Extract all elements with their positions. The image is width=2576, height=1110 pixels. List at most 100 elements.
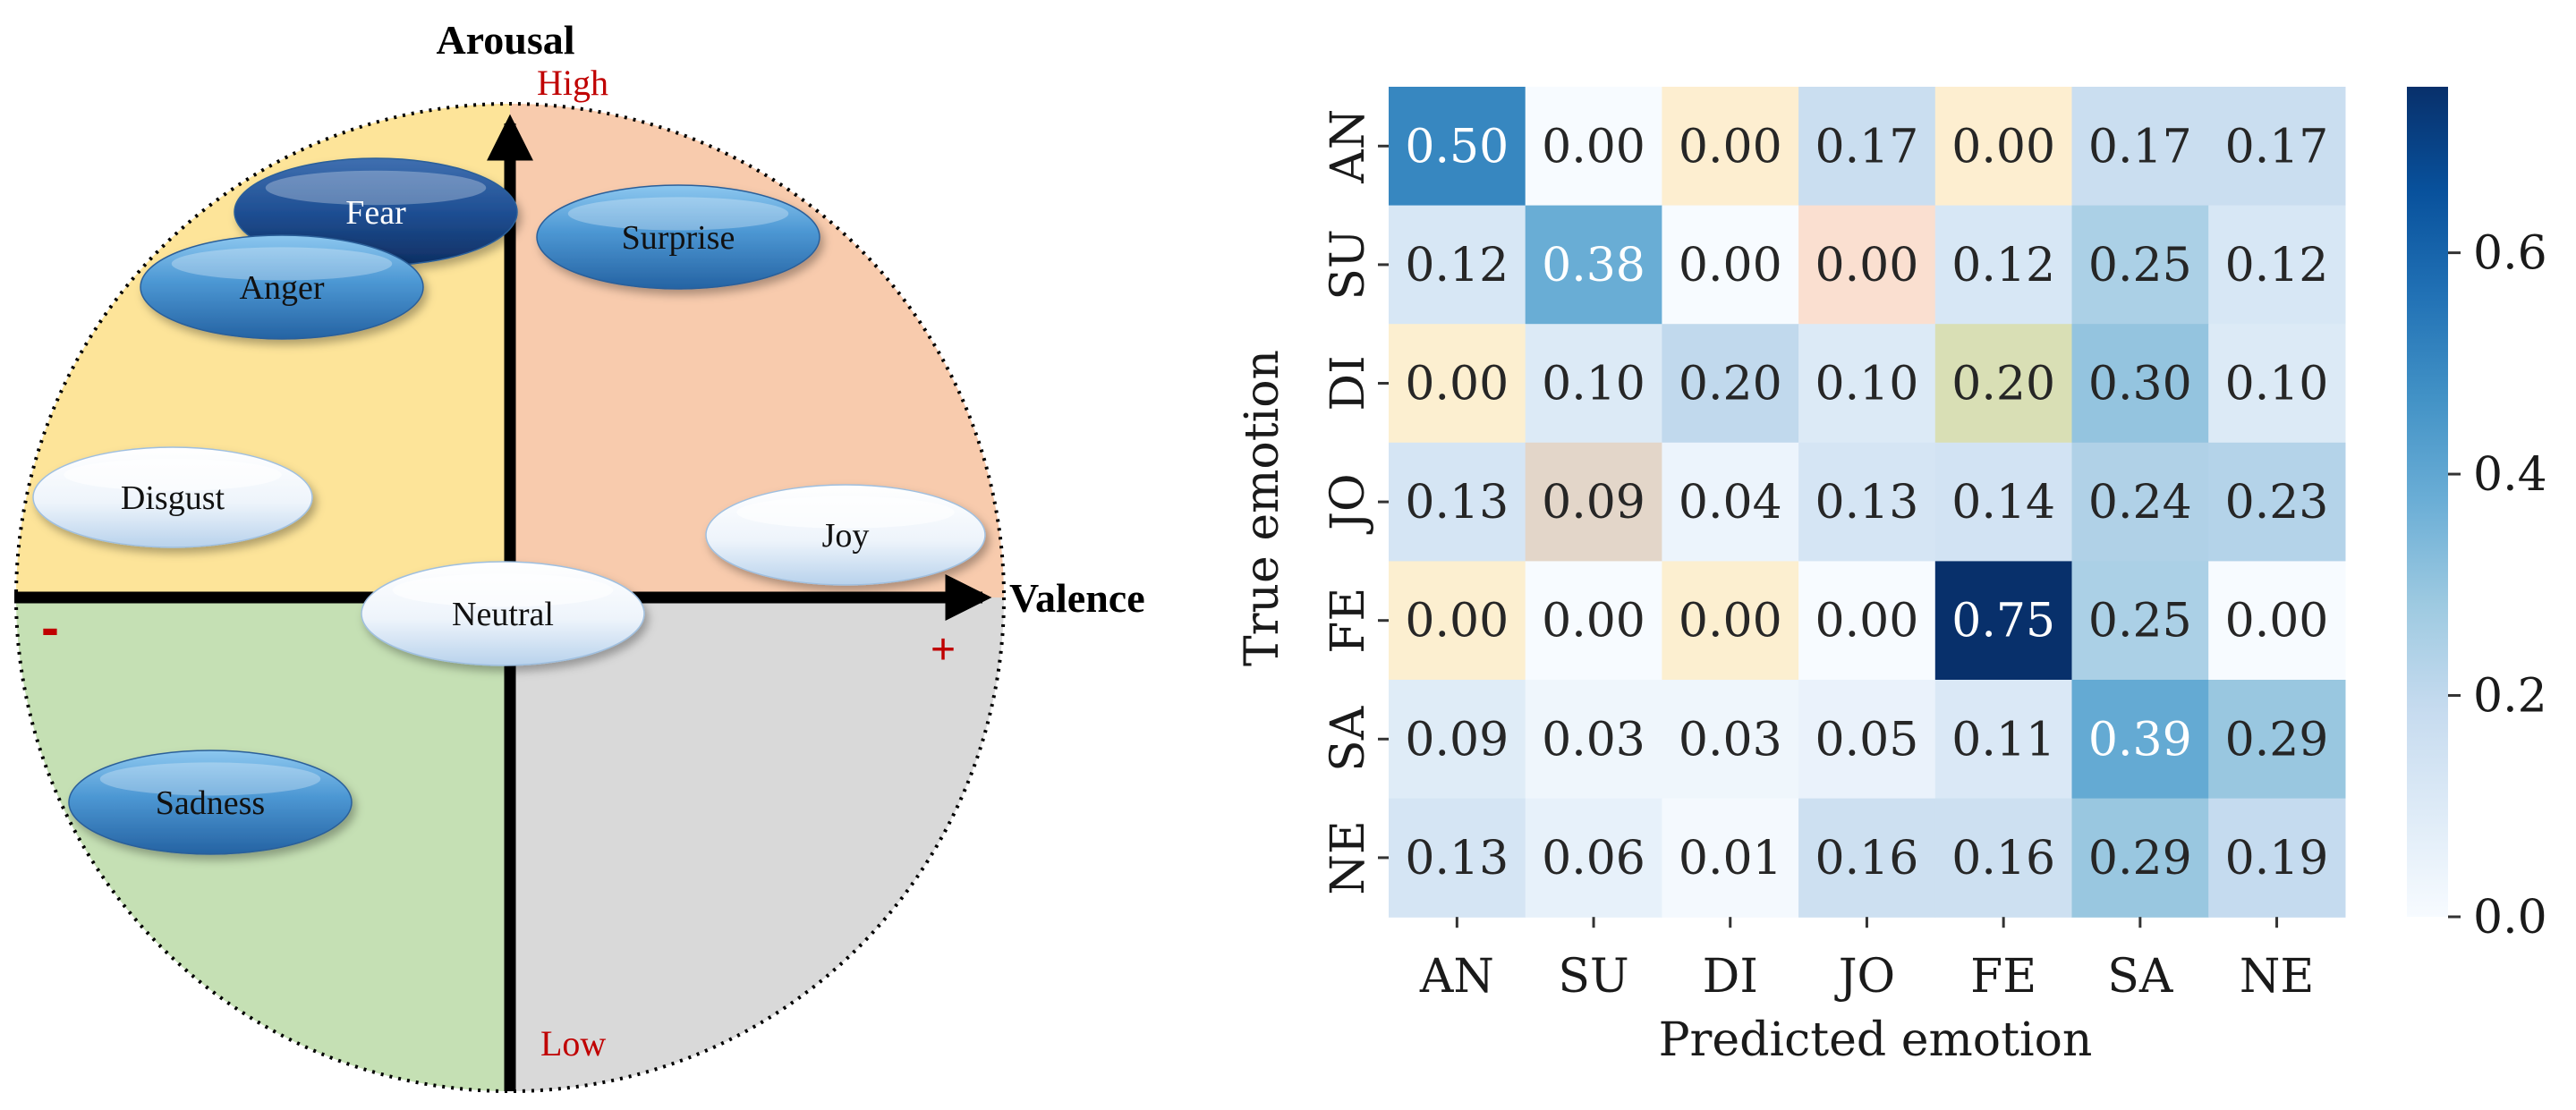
x-tick-label-fe: FE bbox=[1970, 950, 2036, 1004]
cell-value-di-fe: 0.20 bbox=[1951, 358, 2055, 411]
heatmap-cell-an-di bbox=[1662, 87, 1799, 207]
y-tick-label-jo: JO bbox=[1322, 473, 1375, 534]
cell-value-su-jo: 0.00 bbox=[1815, 239, 1919, 292]
cell-value-fe-an: 0.00 bbox=[1405, 595, 1509, 648]
cell-value-su-ne: 0.12 bbox=[2225, 239, 2329, 292]
y-tick-label-fe: FE bbox=[1322, 588, 1375, 654]
heatmap-cell-su-ne bbox=[2208, 205, 2346, 325]
heatmap-cell-fe-jo bbox=[1798, 561, 1936, 681]
x-tick-label-jo: JO bbox=[1834, 950, 1895, 1004]
emotion-neutral: Neutral bbox=[361, 561, 645, 666]
cell-value-di-jo: 0.10 bbox=[1815, 358, 1919, 411]
heatmap-cell-sa-di bbox=[1662, 680, 1799, 800]
emotion-disgust: Disgust bbox=[32, 446, 313, 548]
cell-value-fe-ne: 0.00 bbox=[2225, 595, 2329, 648]
heatmap-cell-fe-fe bbox=[1934, 561, 2073, 681]
emotion-anger-ellipse bbox=[140, 234, 424, 340]
cell-value-su-su: 0.38 bbox=[1542, 239, 1645, 292]
heatmap-cell-di-ne bbox=[2208, 324, 2346, 444]
emotion-fear-label: Fear bbox=[345, 194, 406, 232]
cell-value-ne-di: 0.01 bbox=[1679, 832, 1782, 885]
x-tick-label-su: SU bbox=[1558, 950, 1628, 1004]
heatmap-cell-jo-sa bbox=[2071, 442, 2209, 562]
heatmap-cell-sa-fe bbox=[1934, 680, 2073, 800]
cell-value-fe-sa: 0.25 bbox=[2088, 595, 2192, 648]
cell-value-sa-jo: 0.05 bbox=[1815, 713, 1919, 767]
heatmap-cell-fe-di bbox=[1662, 561, 1799, 681]
x-axis-title: Predicted emotion bbox=[1659, 1013, 2093, 1067]
heatmap-cell-ne-jo bbox=[1798, 798, 1936, 918]
cell-value-fe-di: 0.00 bbox=[1679, 595, 1782, 648]
cell-value-an-ne: 0.17 bbox=[2225, 120, 2329, 174]
y-tick-label-an: AN bbox=[1322, 109, 1375, 184]
cell-value-di-ne: 0.10 bbox=[2225, 358, 2329, 411]
heatmap-cell-ne-fe bbox=[1934, 798, 2073, 918]
y-tick-label-su: SU bbox=[1322, 229, 1375, 300]
heatmap-cell-jo-fe bbox=[1934, 442, 2073, 562]
heatmap-cell-fe-sa bbox=[2071, 561, 2209, 681]
heatmap-cell-an-sa bbox=[2071, 87, 2209, 207]
emotion-surprise-ellipse bbox=[536, 184, 820, 290]
cell-value-sa-ne: 0.29 bbox=[2225, 713, 2329, 767]
high-label: High bbox=[537, 63, 608, 103]
positive-sign: + bbox=[931, 626, 956, 674]
heatmap-cell-jo-di bbox=[1662, 442, 1799, 562]
heatmap-cell-an-fe bbox=[1934, 87, 2073, 207]
heatmap-cell-su-an bbox=[1389, 205, 1526, 325]
heatmap-cell-fe-su bbox=[1525, 561, 1662, 681]
cell-value-sa-su: 0.03 bbox=[1542, 713, 1645, 767]
emotion-neutral-highlight bbox=[392, 573, 614, 607]
heatmap-cell-fe-an bbox=[1389, 561, 1526, 681]
emotion-joy-highlight bbox=[736, 496, 955, 529]
emotion-anger-highlight bbox=[171, 247, 393, 281]
cell-value-sa-sa: 0.39 bbox=[2088, 713, 2192, 767]
cell-value-fe-jo: 0.00 bbox=[1815, 595, 1919, 648]
heatmap-cell-ne-su bbox=[1525, 798, 1662, 918]
emotion-anger-label: Anger bbox=[240, 269, 325, 307]
cell-value-an-an: 0.50 bbox=[1405, 120, 1509, 174]
heatmap-cell-di-an bbox=[1389, 324, 1526, 444]
x-tick-label-sa: SA bbox=[2107, 950, 2174, 1004]
cell-value-di-su: 0.10 bbox=[1542, 358, 1645, 411]
heatmap-cell-di-fe bbox=[1934, 324, 2073, 444]
emotion-surprise-highlight bbox=[567, 197, 789, 231]
cell-value-ne-su: 0.06 bbox=[1542, 832, 1645, 885]
cell-value-ne-fe: 0.16 bbox=[1951, 832, 2055, 885]
heatmap-cell-an-an bbox=[1389, 87, 1526, 207]
cell-value-an-jo: 0.17 bbox=[1815, 120, 1919, 174]
heatmap-cell-ne-an bbox=[1389, 798, 1526, 918]
heatmap-cell-di-di bbox=[1662, 324, 1799, 444]
emotion-joy: Joy bbox=[705, 484, 986, 586]
colorbar-tick-label-3: 0.6 bbox=[2473, 227, 2547, 281]
heatmap-cell-su-jo bbox=[1798, 205, 1936, 325]
cell-value-an-su: 0.00 bbox=[1542, 120, 1645, 174]
emotion-sadness-highlight bbox=[99, 762, 321, 796]
heatmap-cell-di-su bbox=[1525, 324, 1662, 444]
emotion-sadness-label: Sadness bbox=[156, 784, 265, 822]
heatmap-cell-jo-jo bbox=[1798, 442, 1936, 562]
colorbar-gradient bbox=[2407, 87, 2448, 917]
heatmap-cell-su-fe bbox=[1934, 205, 2073, 325]
cell-value-an-sa: 0.17 bbox=[2088, 120, 2192, 174]
cell-value-su-sa: 0.25 bbox=[2088, 239, 2192, 292]
cell-value-ne-jo: 0.16 bbox=[1815, 832, 1919, 885]
low-label: Low bbox=[540, 1023, 606, 1063]
valence-axis-label: Valence bbox=[1009, 575, 1145, 621]
cell-value-fe-su: 0.00 bbox=[1542, 595, 1645, 648]
cell-value-ne-ne: 0.19 bbox=[2225, 832, 2329, 885]
heatmap-cell-sa-ne bbox=[2208, 680, 2346, 800]
colorbar: 0.0 0.2 0.4 0.6 bbox=[2407, 87, 2547, 945]
y-tick-label-ne: NE bbox=[1322, 820, 1375, 894]
emotion-disgust-highlight bbox=[64, 458, 282, 491]
heatmap-cell-fe-ne bbox=[2208, 561, 2346, 681]
cell-value-di-an: 0.00 bbox=[1405, 358, 1509, 411]
heatmap-cell-di-jo bbox=[1798, 324, 1936, 444]
emotion-surprise: Surprise bbox=[536, 184, 820, 290]
heatmap-cell-ne-di bbox=[1662, 798, 1799, 918]
cell-value-sa-an: 0.09 bbox=[1405, 713, 1509, 767]
cell-value-jo-sa: 0.24 bbox=[2088, 476, 2192, 530]
x-tick-label-di: DI bbox=[1703, 950, 1758, 1004]
cell-value-ne-sa: 0.29 bbox=[2088, 832, 2192, 885]
emotion-joy-label: Joy bbox=[822, 517, 870, 555]
